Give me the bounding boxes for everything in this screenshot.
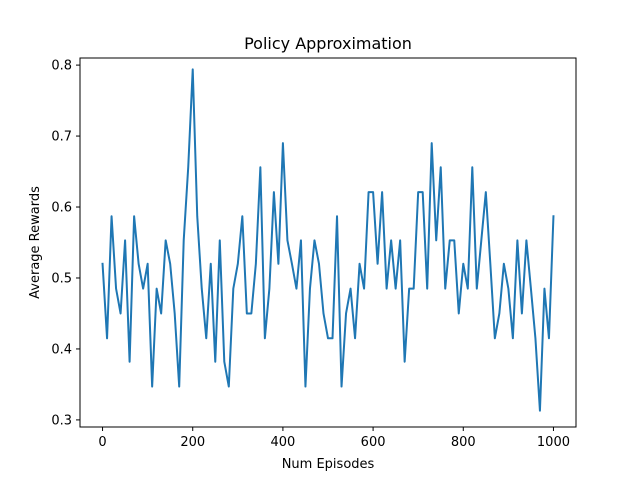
chart-title: Policy Approximation (244, 34, 412, 53)
x-axis-label: Num Episodes (282, 457, 375, 472)
x-tick-label: 1000 (537, 435, 570, 450)
x-tick-label: 0 (98, 435, 106, 450)
y-tick-label: 0.6 (51, 201, 72, 216)
y-tick-label: 0.8 (51, 59, 72, 74)
y-tick-label: 0.4 (51, 342, 72, 357)
x-tick-label: 600 (361, 435, 386, 450)
x-tick-label: 800 (451, 435, 476, 450)
y-tick-label: 0.3 (51, 413, 72, 428)
x-tick-label: 400 (270, 435, 295, 450)
plot-area-frame (79, 57, 577, 428)
y-tick-label: 0.5 (51, 271, 72, 286)
y-axis-label: Average Rewards (28, 186, 43, 299)
y-tick-label: 0.7 (51, 130, 72, 145)
series-line (101, 68, 555, 412)
x-tick-label: 200 (180, 435, 205, 450)
